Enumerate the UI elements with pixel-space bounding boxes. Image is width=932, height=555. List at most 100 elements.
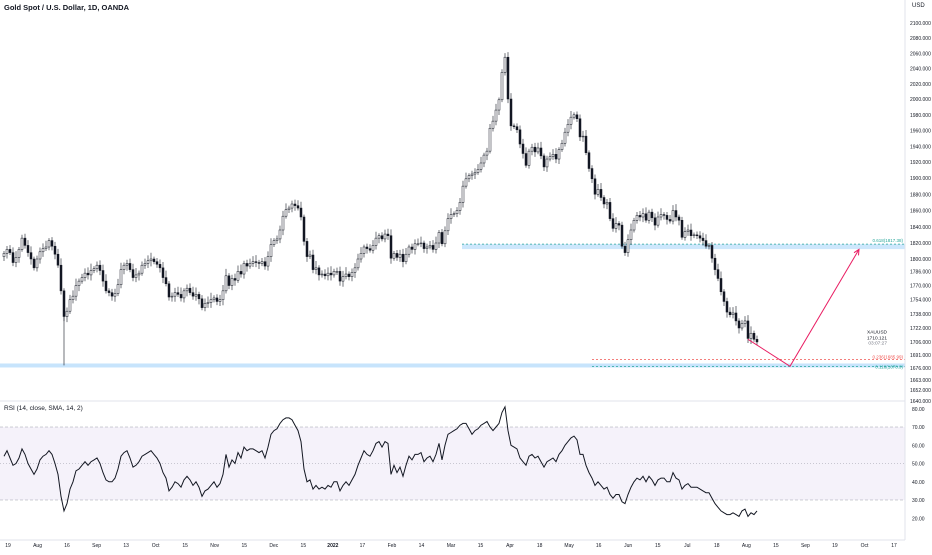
candle-body bbox=[662, 214, 666, 216]
candle-body bbox=[506, 56, 510, 100]
candle-body bbox=[335, 271, 339, 273]
rsi-tick-label: 60.00 bbox=[912, 443, 925, 449]
candle-body bbox=[245, 263, 249, 267]
candle-body bbox=[98, 264, 102, 271]
candle-body bbox=[305, 241, 309, 257]
candle-body bbox=[122, 264, 126, 270]
candle-body bbox=[152, 258, 156, 262]
candle-body bbox=[725, 301, 729, 313]
candle-body bbox=[677, 216, 681, 221]
candle-body bbox=[455, 210, 459, 214]
price-tick-label: 1640.000 bbox=[910, 399, 931, 405]
candle-body bbox=[563, 131, 567, 144]
candle-body bbox=[251, 261, 255, 264]
candle-body bbox=[323, 273, 327, 277]
time-tick-label: 16 bbox=[64, 543, 70, 549]
candle-body bbox=[284, 209, 288, 217]
candle-body bbox=[119, 269, 123, 285]
candle-body bbox=[65, 310, 69, 317]
price-tick-label: 1920.000 bbox=[910, 160, 931, 166]
candle-body bbox=[233, 278, 237, 281]
price-tick-label: 2060.000 bbox=[910, 51, 931, 57]
time-tick-label: 15 bbox=[773, 543, 779, 549]
candle-body bbox=[380, 235, 384, 240]
candle-body bbox=[437, 232, 441, 244]
candle-body bbox=[449, 214, 453, 219]
candle-body bbox=[137, 272, 141, 276]
candle-body bbox=[551, 154, 555, 157]
candle-body bbox=[71, 295, 75, 300]
projection-arrowhead bbox=[853, 248, 860, 256]
candle-body bbox=[47, 240, 51, 248]
rsi-tick-label: 70.00 bbox=[912, 425, 925, 431]
candle-body bbox=[530, 146, 534, 152]
candle-body bbox=[113, 293, 117, 297]
candle-body bbox=[320, 273, 324, 276]
candle-body bbox=[89, 270, 93, 276]
price-tick-label: 1663.000 bbox=[910, 378, 931, 384]
candle-body bbox=[182, 290, 186, 299]
candle-body bbox=[596, 189, 600, 195]
candle-body bbox=[77, 280, 81, 286]
candle-body bbox=[524, 153, 528, 166]
candle-body bbox=[518, 129, 522, 145]
candle-body bbox=[56, 253, 60, 266]
candle-body bbox=[695, 234, 699, 236]
candle-body bbox=[296, 205, 300, 209]
candle-body bbox=[23, 237, 27, 246]
price-tick-label: 1691.000 bbox=[910, 353, 931, 359]
candle-body bbox=[347, 273, 351, 277]
candle-body bbox=[434, 242, 438, 250]
candle-body bbox=[62, 290, 66, 317]
candle-body bbox=[20, 237, 24, 250]
candle-body bbox=[722, 291, 726, 302]
candle-body bbox=[365, 246, 369, 249]
candle-body bbox=[659, 214, 663, 218]
time-tick-label: Apr bbox=[506, 543, 514, 549]
candle-body bbox=[263, 261, 267, 267]
candle-body bbox=[167, 283, 171, 298]
support-zone bbox=[0, 363, 905, 368]
candle-body bbox=[512, 125, 516, 127]
price-tick-label: 1652.000 bbox=[910, 388, 931, 394]
candle-body bbox=[356, 258, 360, 269]
candle-body bbox=[578, 118, 582, 138]
candle-body bbox=[590, 168, 594, 180]
candle-body bbox=[740, 323, 744, 329]
countdown-label: 03:07:27 bbox=[868, 341, 887, 347]
candle-body bbox=[299, 207, 303, 218]
candle-body bbox=[698, 235, 702, 239]
candle-body bbox=[410, 246, 414, 250]
price-tick-label: 1754.000 bbox=[910, 298, 931, 304]
candle-body bbox=[626, 239, 630, 253]
candle-body bbox=[158, 264, 162, 269]
candle-body bbox=[92, 268, 96, 271]
time-tick-label: 17 bbox=[891, 543, 897, 549]
time-tick-label: 13 bbox=[123, 543, 129, 549]
candle-body bbox=[611, 218, 615, 229]
candle-body bbox=[14, 257, 18, 263]
candle-body bbox=[104, 280, 108, 292]
candle-body bbox=[185, 287, 189, 292]
candle-body bbox=[170, 295, 174, 298]
candle-body bbox=[236, 271, 240, 281]
fib-level-label: 0.118(1678.9) bbox=[875, 364, 903, 369]
candle-body bbox=[674, 210, 678, 218]
time-tick-label: 15 bbox=[241, 543, 247, 549]
candle-body bbox=[377, 235, 381, 239]
resistance-zone bbox=[462, 244, 905, 250]
candle-body bbox=[584, 135, 588, 153]
candle-body bbox=[431, 245, 435, 250]
candle-body bbox=[80, 277, 84, 282]
candle-body bbox=[500, 72, 504, 101]
candle-body bbox=[458, 202, 462, 211]
candle-body bbox=[641, 213, 645, 218]
candle-body bbox=[707, 245, 711, 247]
candle-body bbox=[41, 248, 45, 253]
candle-body bbox=[572, 114, 576, 118]
candle-body bbox=[497, 99, 501, 111]
candle-body bbox=[473, 172, 477, 175]
candle-body bbox=[359, 253, 363, 260]
